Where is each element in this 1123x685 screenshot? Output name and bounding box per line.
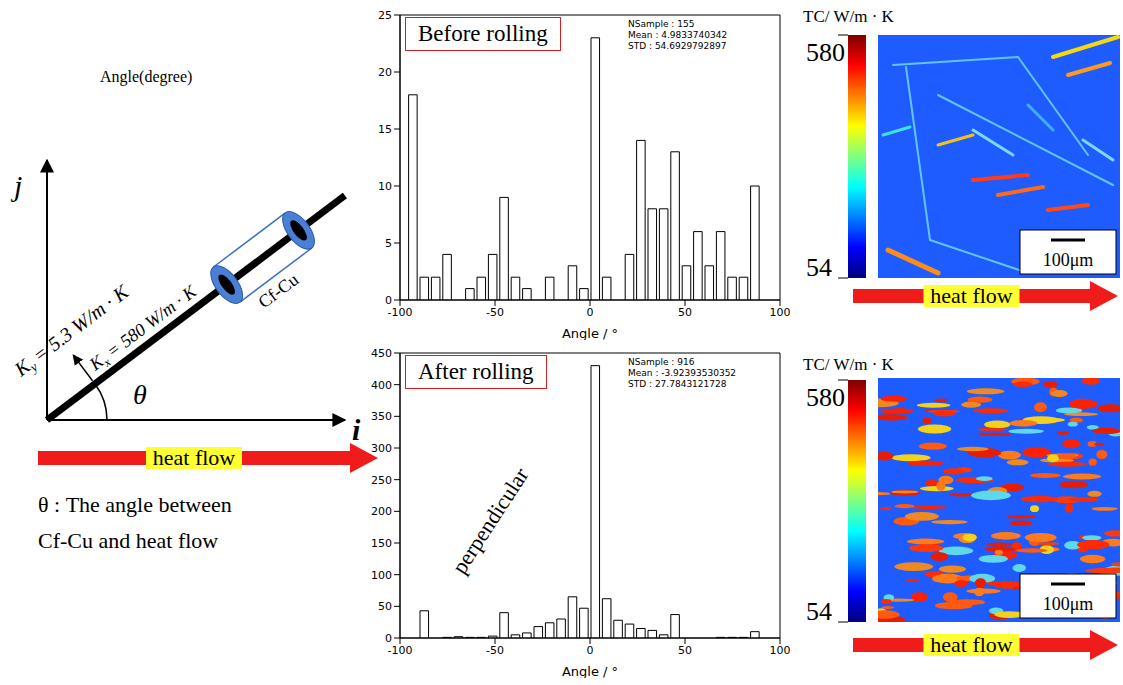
svg-text:54: 54 — [806, 597, 832, 626]
svg-text:heat flow: heat flow — [153, 445, 236, 470]
svg-text:Cf-Cu: Cf-Cu — [254, 269, 302, 312]
svg-text:0: 0 — [587, 306, 594, 319]
svg-text:heat flow: heat flow — [930, 283, 1013, 308]
svg-text:450: 450 — [371, 347, 392, 360]
svg-text:400: 400 — [371, 379, 392, 392]
svg-text:20: 20 — [378, 66, 392, 79]
svg-text:50: 50 — [378, 600, 392, 613]
svg-text:580: 580 — [806, 383, 845, 412]
svg-text:5: 5 — [385, 237, 392, 250]
svg-text:Angle(degree): Angle(degree) — [100, 68, 192, 86]
svg-text:-100: -100 — [388, 644, 413, 657]
svg-text:i: i — [352, 413, 361, 446]
svg-text:25: 25 — [378, 9, 392, 22]
svg-text:100: 100 — [371, 569, 392, 582]
svg-text:0: 0 — [587, 644, 594, 657]
svg-text:350: 350 — [371, 410, 392, 423]
svg-text:-100: -100 — [388, 306, 413, 319]
svg-text:Cf-Cu and heat flow: Cf-Cu and heat flow — [38, 528, 218, 553]
svg-text:heat flow: heat flow — [930, 632, 1013, 657]
svg-text:TC/ W/m · K: TC/ W/m · K — [803, 355, 895, 374]
svg-text:Angle / °: Angle / ° — [562, 664, 618, 678]
svg-text:100μm: 100μm — [1043, 594, 1094, 614]
svg-text:0: 0 — [385, 632, 392, 645]
svg-text:θ: θ — [133, 379, 147, 410]
svg-text:-50: -50 — [486, 644, 504, 657]
svg-text:10: 10 — [378, 180, 392, 193]
svg-text:200: 200 — [371, 505, 392, 518]
svg-text:50: 50 — [678, 306, 692, 319]
svg-text:j: j — [10, 169, 22, 202]
svg-text:50: 50 — [678, 644, 692, 657]
svg-text:100: 100 — [770, 306, 791, 319]
svg-text:54: 54 — [806, 253, 832, 282]
svg-text:100: 100 — [770, 644, 791, 657]
svg-text:580: 580 — [806, 38, 845, 67]
svg-text:-50: -50 — [486, 306, 504, 319]
svg-text:15: 15 — [378, 123, 392, 136]
svg-text:300: 300 — [371, 442, 392, 455]
svg-text:TC/ W/m · K: TC/ W/m · K — [803, 7, 895, 26]
svg-text:100μm: 100μm — [1043, 250, 1094, 270]
svg-text:Angle / °: Angle / ° — [562, 326, 618, 340]
svg-text:0: 0 — [385, 294, 392, 307]
svg-text:150: 150 — [371, 537, 392, 550]
svg-text:250: 250 — [371, 474, 392, 487]
svg-text:θ : The angle between: θ : The angle between — [38, 492, 232, 517]
svg-text:Ky= 5.3 W/m · K: Ky= 5.3 W/m · K — [9, 279, 135, 383]
